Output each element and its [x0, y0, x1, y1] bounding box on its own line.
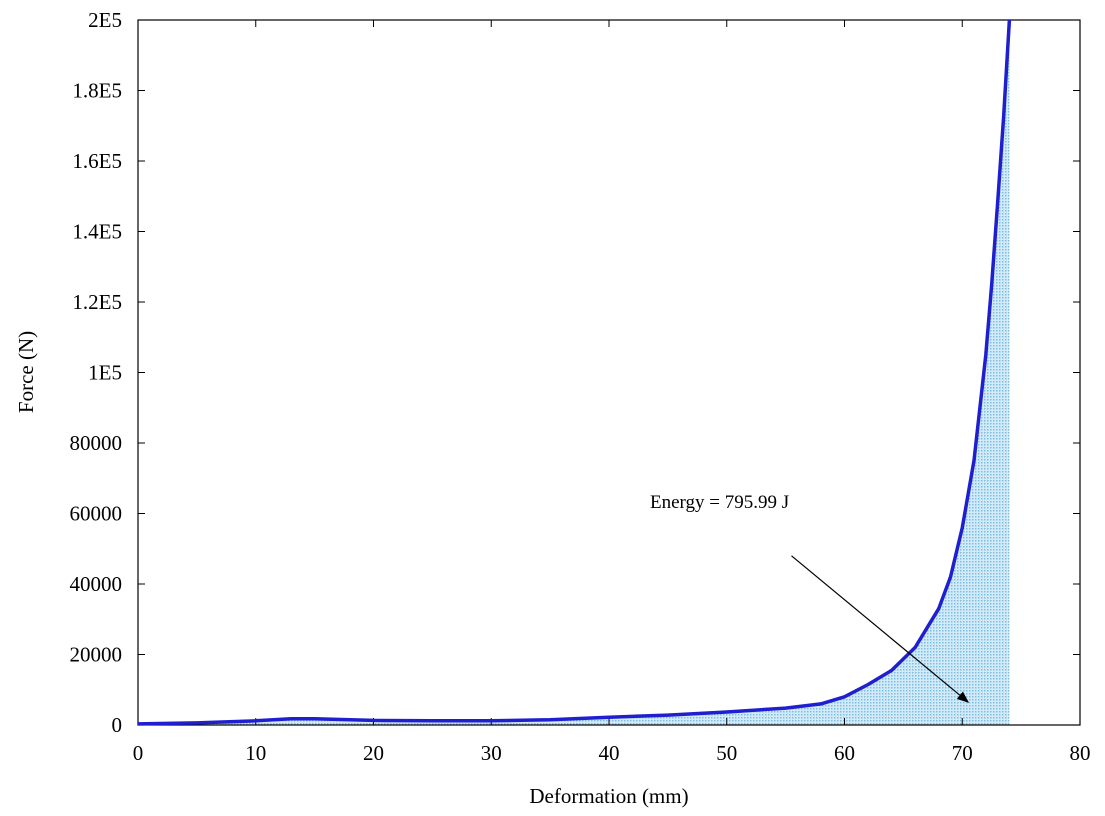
x-tick-label: 30 — [481, 741, 502, 765]
energy-annotation-label: Energy = 795.99 J — [650, 492, 789, 513]
x-tick-label: 80 — [1070, 741, 1091, 765]
y-tick-label: 1.2E5 — [72, 290, 122, 314]
energy-annotation-arrow — [791, 555, 970, 703]
x-tick-label: 60 — [834, 741, 855, 765]
x-axis-title: Deformation (mm) — [529, 784, 688, 808]
y-tick-label: 1.4E5 — [72, 220, 122, 244]
y-tick-label: 1.6E5 — [72, 149, 122, 173]
y-tick-label: 2E5 — [88, 8, 122, 32]
x-tick-label: 70 — [952, 741, 973, 765]
x-tick-label: 20 — [363, 741, 384, 765]
y-tick-label: 80000 — [70, 431, 123, 455]
y-tick-label: 60000 — [70, 502, 123, 526]
y-tick-label: 40000 — [70, 572, 123, 596]
x-tick-label: 50 — [716, 741, 737, 765]
x-tick-label: 0 — [133, 741, 144, 765]
y-tick-label: 0 — [112, 713, 123, 737]
y-tick-label: 1E5 — [88, 361, 122, 385]
x-tick-label: 10 — [245, 741, 266, 765]
y-tick-label: 1.8E5 — [72, 79, 122, 103]
force-series-line — [137, 19, 1012, 726]
y-axis-title: Force (N) — [14, 331, 38, 413]
energy-shaded-area — [138, 20, 1010, 725]
x-tick-label: 40 — [599, 741, 620, 765]
y-tick-label: 20000 — [70, 643, 123, 667]
